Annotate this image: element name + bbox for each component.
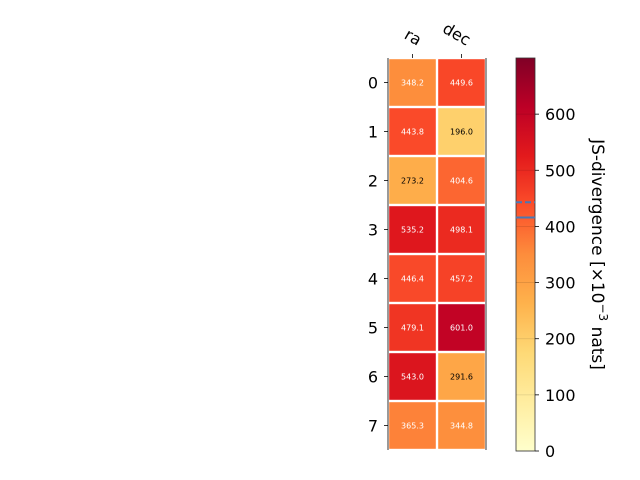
heatmap-cell: [389, 206, 436, 253]
heatmap-cell: [438, 402, 485, 449]
colorbar-tick-label: 200: [545, 330, 576, 349]
colorbar-title-exponent: −3: [596, 303, 610, 321]
heatmap-cell: [438, 157, 485, 204]
row-tick-label: 2: [368, 172, 378, 191]
heatmap-cell: [438, 353, 485, 400]
cell-value-label: 344.8: [450, 422, 473, 431]
cell-value-label: 449.6: [450, 79, 473, 88]
cell-value-label: 273.2: [401, 177, 424, 186]
colorbar: 0 100 200 300 400 500 600 JS-divergence [×10−3…: [515, 57, 610, 461]
cell-value-label: 348.2: [401, 79, 424, 88]
colorbar-markers: [516, 201, 535, 219]
cell-value-label: 196.0: [450, 128, 473, 137]
cell-value-label: 543.0: [401, 373, 424, 382]
heatmap-cell: [438, 108, 485, 155]
cell-value-label: 457.2: [450, 275, 473, 284]
colorbar-title-prefix: JS-divergence [×10: [587, 138, 607, 303]
cell-value-label: 479.1: [401, 324, 424, 333]
heatmap-plot: 348.2 449.6 443.8 196.0 273.2 404.6 535.2 498.1…: [368, 19, 487, 450]
cell-value-label: 535.2: [401, 226, 424, 235]
heatmap-cell: [389, 353, 436, 400]
colorbar-tick-label: 500: [545, 161, 576, 180]
heatmap-cell: [438, 206, 485, 253]
heatmap-cell: [389, 157, 436, 204]
row-tick-label: 7: [368, 417, 378, 436]
colorbar-tick-label: 600: [545, 105, 576, 124]
row-tick-label: 6: [368, 368, 378, 387]
cell-value-label: 365.3: [401, 422, 424, 431]
colorbar-title-suffix: nats]: [587, 321, 607, 370]
heatmap-cell: [389, 108, 436, 155]
cell-value-label: 291.6: [450, 373, 473, 382]
colorbar-tick-label: 400: [545, 217, 576, 236]
colorbar-tick-label: 300: [545, 274, 576, 293]
cell-value-label: 404.6: [450, 177, 473, 186]
colorbar-ticks: 0 100 200 300 400 500 600: [516, 105, 576, 461]
row-tick-label: 5: [368, 319, 378, 338]
heatmap-cell: [389, 59, 436, 106]
row-tick-label: 3: [368, 221, 378, 240]
heatmap-cell: [438, 59, 485, 106]
cell-value-label: 601.0: [450, 324, 473, 333]
cell-value-label: 443.8: [401, 128, 424, 137]
colorbar-gradient: [515, 57, 536, 452]
cell-value-label: 498.1: [450, 226, 473, 235]
column-tick-label: ra: [401, 25, 425, 50]
colorbar-title: JS-divergence [×10−3 nats]: [587, 138, 610, 370]
colorbar-tick-label: 100: [545, 386, 576, 405]
row-tick-label: 4: [368, 270, 378, 289]
heatmap-cell: [389, 255, 436, 302]
heatmap-cell: [389, 304, 436, 351]
cell-value-label: 446.4: [401, 275, 424, 284]
colorbar-tick-label: 0: [545, 442, 555, 461]
heatmap-cell: [438, 255, 485, 302]
column-tick-label: dec: [440, 19, 474, 50]
heatmap-cell: [389, 402, 436, 449]
row-tick-label: 0: [368, 74, 378, 93]
row-tick-label: 1: [368, 123, 378, 142]
heatmap-cell: [438, 304, 485, 351]
